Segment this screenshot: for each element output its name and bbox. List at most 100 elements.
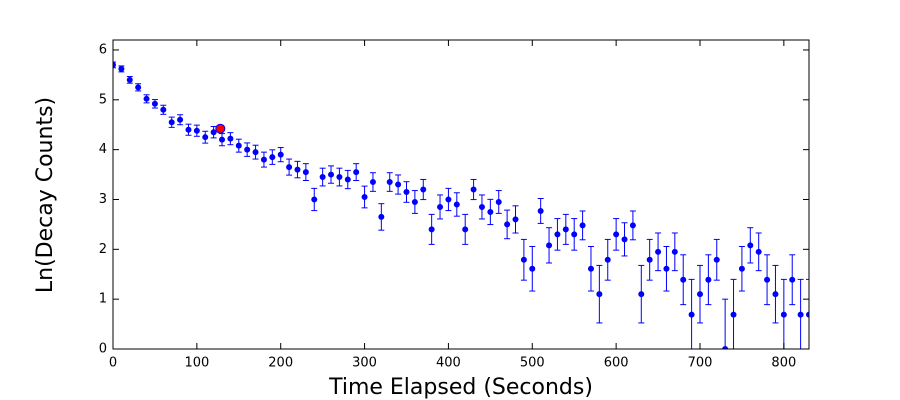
x-tick-label: 500 bbox=[520, 356, 545, 371]
data-point bbox=[445, 196, 452, 203]
data-point bbox=[621, 236, 628, 243]
data-point bbox=[294, 166, 301, 173]
data-point bbox=[722, 346, 729, 349]
data-point bbox=[395, 181, 402, 188]
data-point bbox=[571, 231, 578, 238]
x-tick-label: 200 bbox=[268, 356, 293, 371]
data-point bbox=[797, 311, 804, 318]
data-point bbox=[437, 203, 444, 210]
data-point bbox=[260, 156, 267, 163]
y-axis-label: Ln(Decay Counts) bbox=[33, 97, 58, 293]
data-point bbox=[135, 84, 142, 91]
data-point bbox=[755, 248, 762, 255]
data-point bbox=[369, 179, 376, 186]
data-point bbox=[328, 171, 335, 178]
data-point bbox=[655, 248, 662, 255]
data-point bbox=[244, 146, 251, 153]
data-point bbox=[403, 189, 410, 196]
data-point bbox=[470, 186, 477, 193]
data-point bbox=[353, 169, 360, 176]
data-point bbox=[193, 127, 200, 134]
data-point bbox=[738, 265, 745, 272]
x-axis-label: Time Elapsed (Seconds) bbox=[328, 375, 593, 400]
y-tick-label: 4 bbox=[99, 142, 107, 157]
x-tick-label: 700 bbox=[688, 356, 713, 371]
data-point bbox=[671, 248, 678, 255]
data-point bbox=[378, 213, 385, 220]
data-point bbox=[562, 226, 569, 233]
data-point bbox=[344, 176, 351, 183]
data-point bbox=[713, 256, 720, 263]
data-point bbox=[252, 149, 259, 156]
data-point bbox=[478, 203, 485, 210]
data-point bbox=[646, 256, 653, 263]
y-tick-label: 2 bbox=[99, 242, 107, 257]
data-point bbox=[579, 222, 586, 229]
data-point bbox=[462, 226, 469, 233]
data-point bbox=[168, 119, 175, 126]
data-point bbox=[504, 221, 511, 228]
data-point bbox=[210, 129, 217, 136]
data-point bbox=[160, 106, 167, 113]
data-point bbox=[420, 186, 427, 193]
data-point bbox=[177, 116, 184, 123]
data-point bbox=[537, 207, 544, 214]
data-point bbox=[613, 231, 620, 238]
axes-frame bbox=[112, 39, 810, 350]
data-point bbox=[428, 226, 435, 233]
data-point bbox=[789, 276, 796, 283]
data-point bbox=[747, 242, 754, 249]
y-tick-label: 6 bbox=[99, 42, 107, 57]
y-tick-label: 0 bbox=[99, 342, 107, 357]
data-point bbox=[529, 265, 536, 272]
y-tick-label: 3 bbox=[99, 192, 107, 207]
data-point bbox=[453, 201, 460, 208]
data-point bbox=[587, 265, 594, 272]
y-tick-label: 5 bbox=[99, 92, 107, 107]
data-point bbox=[319, 174, 326, 181]
data-point bbox=[705, 276, 712, 283]
data-point bbox=[512, 216, 519, 223]
data-point bbox=[596, 291, 603, 298]
data-point bbox=[638, 291, 645, 298]
data-point bbox=[696, 291, 703, 298]
data-point bbox=[629, 222, 636, 229]
x-tick-label: 600 bbox=[604, 356, 629, 371]
data-point bbox=[277, 151, 284, 158]
x-tick-label: 0 bbox=[109, 356, 117, 371]
data-point bbox=[361, 193, 368, 200]
highlight-point bbox=[215, 123, 226, 134]
data-point bbox=[185, 126, 192, 133]
data-point bbox=[663, 265, 670, 272]
data-point bbox=[495, 198, 502, 205]
data-point bbox=[311, 196, 318, 203]
data-point bbox=[386, 179, 393, 186]
x-tick-label: 100 bbox=[184, 356, 209, 371]
data-point bbox=[302, 169, 309, 176]
data-point bbox=[219, 136, 226, 143]
data-point bbox=[806, 311, 809, 318]
data-point bbox=[151, 100, 158, 107]
x-tick-label: 800 bbox=[771, 356, 796, 371]
data-point bbox=[546, 242, 553, 249]
x-tick-label: 400 bbox=[436, 356, 461, 371]
x-tick-label: 300 bbox=[352, 356, 377, 371]
data-point bbox=[269, 154, 276, 161]
data-point bbox=[202, 134, 209, 141]
data-point bbox=[764, 276, 771, 283]
data-point bbox=[730, 311, 737, 318]
data-point bbox=[604, 256, 611, 263]
data-point bbox=[554, 231, 561, 238]
data-point bbox=[411, 198, 418, 205]
data-point bbox=[286, 164, 293, 171]
data-point bbox=[126, 76, 133, 83]
data-point bbox=[487, 208, 494, 215]
data-point bbox=[772, 291, 779, 298]
data-point bbox=[235, 142, 242, 149]
y-tick-label: 1 bbox=[99, 292, 107, 307]
data-point bbox=[118, 65, 125, 72]
data-point bbox=[113, 61, 116, 68]
data-point bbox=[143, 95, 150, 102]
data-point bbox=[780, 311, 787, 318]
